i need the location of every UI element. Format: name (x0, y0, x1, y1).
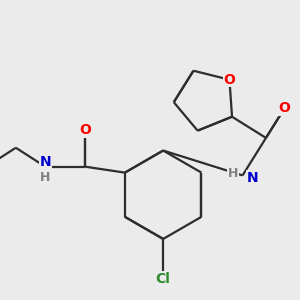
Text: O: O (278, 101, 290, 116)
Text: H: H (228, 167, 238, 180)
Text: O: O (224, 73, 236, 87)
Text: Cl: Cl (156, 272, 171, 286)
Text: N: N (40, 155, 51, 170)
Text: H: H (40, 171, 50, 184)
Text: O: O (80, 123, 91, 137)
Text: N: N (247, 170, 258, 184)
